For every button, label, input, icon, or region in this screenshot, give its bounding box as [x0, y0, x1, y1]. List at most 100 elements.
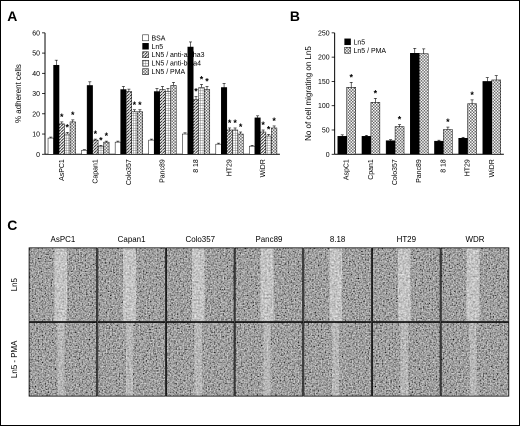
x-tick-label: Colo357 [126, 159, 133, 185]
legend: Ln5 Ln5 / PMA [344, 38, 386, 55]
bar [53, 64, 60, 155]
significance-star: * [470, 90, 474, 100]
significance-star: * [374, 88, 378, 98]
significance-star: * [138, 100, 142, 110]
x-tick-label: AspC1 [344, 159, 351, 180]
bar [58, 123, 65, 155]
significance-star: * [99, 135, 103, 145]
bar [458, 137, 468, 155]
legend-swatch [344, 47, 351, 54]
bar [148, 139, 155, 155]
panel-label-c: C [7, 217, 17, 233]
y-axis-label: No of cell migrating on Ln5 [304, 46, 313, 141]
column-header: Panc89 [255, 235, 283, 244]
bar [103, 141, 110, 155]
micrograph-image [28, 322, 98, 397]
y-tick-label: 40 [32, 71, 40, 78]
column-header: 8.18 [330, 235, 346, 244]
significance-star: * [398, 115, 402, 125]
y-tick-label: 0 [326, 152, 330, 159]
significance-star: * [200, 74, 204, 84]
bar [265, 135, 272, 155]
legend-label: LN5 / anti-beta4 [152, 61, 202, 68]
panel-label-a: A [7, 8, 17, 24]
bar [136, 111, 143, 155]
micrograph-image [28, 247, 98, 322]
significance-star: * [233, 118, 237, 128]
legend-swatch [142, 59, 149, 67]
significance-star: * [272, 116, 276, 126]
micrograph-border [166, 247, 235, 322]
micrograph-image [166, 322, 235, 397]
bar [346, 87, 356, 155]
micrograph-image [234, 322, 304, 397]
bar [81, 149, 88, 155]
y-tick-label: 10 [32, 132, 40, 139]
bar [170, 85, 177, 155]
x-tick-label: Panc89 [416, 159, 423, 183]
significance-star: * [60, 112, 64, 122]
x-tick-label: 8 18 [440, 159, 447, 173]
legend-label: Ln5 [354, 39, 366, 46]
y-tick-label: 30 [32, 91, 40, 98]
wound-gap [398, 247, 411, 322]
micrograph-border [166, 322, 235, 397]
micrograph-border [372, 322, 441, 397]
significance-star: * [194, 87, 198, 97]
x-tick-label: HT29 [465, 159, 472, 176]
bar [198, 87, 205, 155]
bar [120, 89, 127, 155]
significance-star: * [94, 129, 98, 139]
wound-gap [400, 322, 408, 397]
row-header: Ln5 [10, 277, 19, 291]
wound-gap [126, 322, 133, 397]
x-tick-label: Panc89 [159, 159, 166, 183]
x-tick-label: 8 18 [193, 159, 200, 173]
micrograph-image [303, 247, 372, 322]
x-tick-label: Colo357 [392, 159, 399, 185]
bar [164, 91, 171, 155]
bar [131, 111, 138, 155]
wound-gap [332, 322, 339, 397]
y-tick-label: 250 [318, 30, 330, 37]
bar [204, 89, 211, 155]
bar [64, 133, 71, 155]
micrograph-image [97, 322, 166, 397]
chart-b: 0 50 100 150 200 250 No of cell migrating on L… [304, 30, 504, 185]
x-tick-label: Capan1 [92, 159, 99, 183]
bar [260, 131, 267, 155]
legend-swatch [142, 51, 149, 58]
wound-gap [329, 247, 342, 322]
bar [114, 141, 121, 155]
legend-swatch [142, 34, 149, 42]
bar [226, 129, 233, 155]
bar [153, 91, 160, 155]
micrograph-border [234, 322, 304, 397]
bar [491, 79, 501, 155]
wound-gap [260, 247, 274, 322]
significance-star: * [71, 110, 75, 120]
micrograph-border [372, 247, 441, 322]
column-header: WDR [465, 235, 484, 244]
legend-swatch [142, 68, 149, 75]
bar [232, 129, 239, 155]
bar [193, 99, 200, 155]
y-tick-label: 20 [32, 111, 40, 118]
wound-gap [57, 322, 65, 397]
column-header: Colo357 [185, 235, 215, 244]
micrograph-border [234, 247, 304, 322]
significance-star: * [205, 76, 209, 86]
bar [47, 137, 54, 155]
micrograph-border [97, 247, 166, 322]
wound-gap [469, 322, 477, 397]
significance-star: * [133, 100, 137, 110]
bar [385, 140, 396, 155]
bar [125, 91, 132, 155]
bar [249, 145, 256, 155]
significance-star: * [446, 117, 450, 127]
micrograph-border [303, 322, 372, 397]
bar [97, 145, 104, 155]
micrograph-border [28, 322, 98, 397]
